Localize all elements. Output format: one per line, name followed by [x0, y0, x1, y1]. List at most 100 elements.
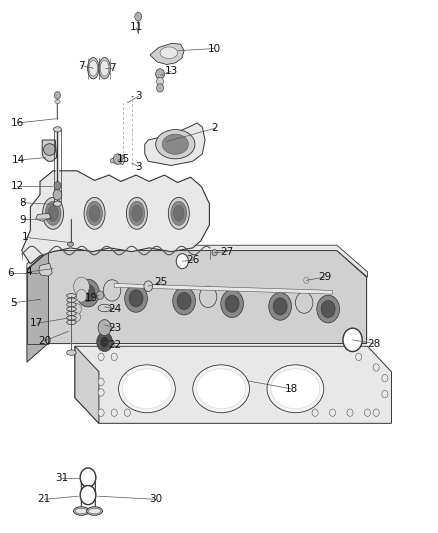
Ellipse shape — [160, 47, 177, 59]
Ellipse shape — [42, 197, 64, 229]
Ellipse shape — [67, 302, 76, 306]
Polygon shape — [150, 43, 184, 64]
Polygon shape — [111, 155, 125, 165]
Ellipse shape — [53, 127, 61, 132]
Ellipse shape — [155, 130, 195, 159]
Circle shape — [312, 409, 318, 416]
Text: 5: 5 — [11, 297, 17, 308]
Ellipse shape — [45, 201, 61, 225]
Polygon shape — [48, 251, 367, 344]
Circle shape — [76, 289, 87, 302]
Ellipse shape — [67, 242, 74, 246]
Circle shape — [317, 295, 339, 323]
Text: 3: 3 — [135, 161, 141, 172]
Circle shape — [347, 334, 358, 346]
Circle shape — [212, 249, 217, 256]
Ellipse shape — [100, 60, 109, 76]
Circle shape — [77, 279, 99, 307]
Circle shape — [199, 286, 217, 308]
Text: 24: 24 — [109, 304, 122, 314]
Ellipse shape — [127, 197, 148, 229]
Ellipse shape — [119, 365, 175, 413]
Text: 12: 12 — [11, 181, 24, 191]
Circle shape — [356, 353, 362, 361]
Circle shape — [84, 490, 92, 500]
Circle shape — [98, 353, 104, 361]
Ellipse shape — [75, 508, 88, 514]
Ellipse shape — [98, 304, 111, 312]
Ellipse shape — [84, 197, 105, 229]
Text: 19: 19 — [85, 293, 98, 303]
Circle shape — [80, 468, 96, 487]
Text: 31: 31 — [55, 473, 68, 482]
Ellipse shape — [132, 205, 142, 221]
Circle shape — [156, 84, 163, 92]
Circle shape — [373, 364, 379, 371]
Ellipse shape — [271, 369, 320, 409]
Circle shape — [53, 189, 62, 200]
Text: 8: 8 — [19, 198, 26, 208]
Circle shape — [155, 69, 164, 79]
Ellipse shape — [88, 508, 101, 514]
Ellipse shape — [67, 298, 76, 302]
Circle shape — [347, 409, 353, 416]
Circle shape — [111, 409, 117, 416]
Text: 27: 27 — [221, 247, 234, 256]
Circle shape — [329, 409, 336, 416]
Circle shape — [73, 304, 81, 314]
Text: 20: 20 — [38, 336, 51, 346]
Circle shape — [98, 389, 104, 396]
Circle shape — [135, 12, 142, 21]
Circle shape — [364, 409, 371, 416]
Circle shape — [103, 280, 121, 301]
Polygon shape — [35, 213, 51, 221]
Ellipse shape — [162, 134, 188, 155]
Ellipse shape — [193, 365, 250, 413]
Text: 4: 4 — [26, 267, 32, 277]
Circle shape — [269, 293, 291, 320]
Text: 16: 16 — [11, 118, 24, 128]
Circle shape — [98, 409, 104, 416]
Circle shape — [124, 409, 131, 416]
Polygon shape — [39, 263, 52, 276]
Polygon shape — [75, 346, 392, 423]
Ellipse shape — [129, 201, 145, 225]
Ellipse shape — [267, 365, 324, 413]
Ellipse shape — [48, 205, 58, 221]
Text: 14: 14 — [11, 155, 25, 165]
Text: 17: 17 — [30, 318, 43, 328]
Circle shape — [97, 291, 104, 300]
Circle shape — [74, 277, 89, 296]
Ellipse shape — [173, 205, 184, 221]
Circle shape — [177, 293, 191, 310]
Text: 21: 21 — [38, 494, 51, 504]
Ellipse shape — [87, 507, 102, 515]
Circle shape — [221, 290, 244, 318]
Ellipse shape — [67, 294, 76, 298]
Circle shape — [54, 181, 61, 190]
Circle shape — [144, 281, 152, 292]
Ellipse shape — [89, 60, 98, 76]
Circle shape — [84, 472, 92, 483]
Text: 7: 7 — [109, 63, 115, 73]
Circle shape — [98, 320, 111, 336]
Ellipse shape — [88, 58, 99, 79]
Circle shape — [100, 337, 109, 348]
Text: 26: 26 — [186, 255, 199, 265]
Ellipse shape — [67, 316, 76, 320]
Circle shape — [97, 333, 113, 352]
Circle shape — [129, 290, 143, 307]
Circle shape — [179, 257, 186, 265]
Circle shape — [343, 328, 362, 352]
Text: 3: 3 — [135, 91, 141, 101]
Circle shape — [81, 285, 95, 302]
Text: 30: 30 — [149, 494, 162, 504]
Text: 22: 22 — [109, 340, 122, 350]
Ellipse shape — [67, 311, 76, 316]
Circle shape — [98, 378, 104, 385]
Ellipse shape — [55, 100, 60, 103]
Text: 11: 11 — [129, 22, 143, 33]
Polygon shape — [75, 346, 99, 423]
Ellipse shape — [87, 201, 102, 225]
Polygon shape — [114, 284, 332, 294]
